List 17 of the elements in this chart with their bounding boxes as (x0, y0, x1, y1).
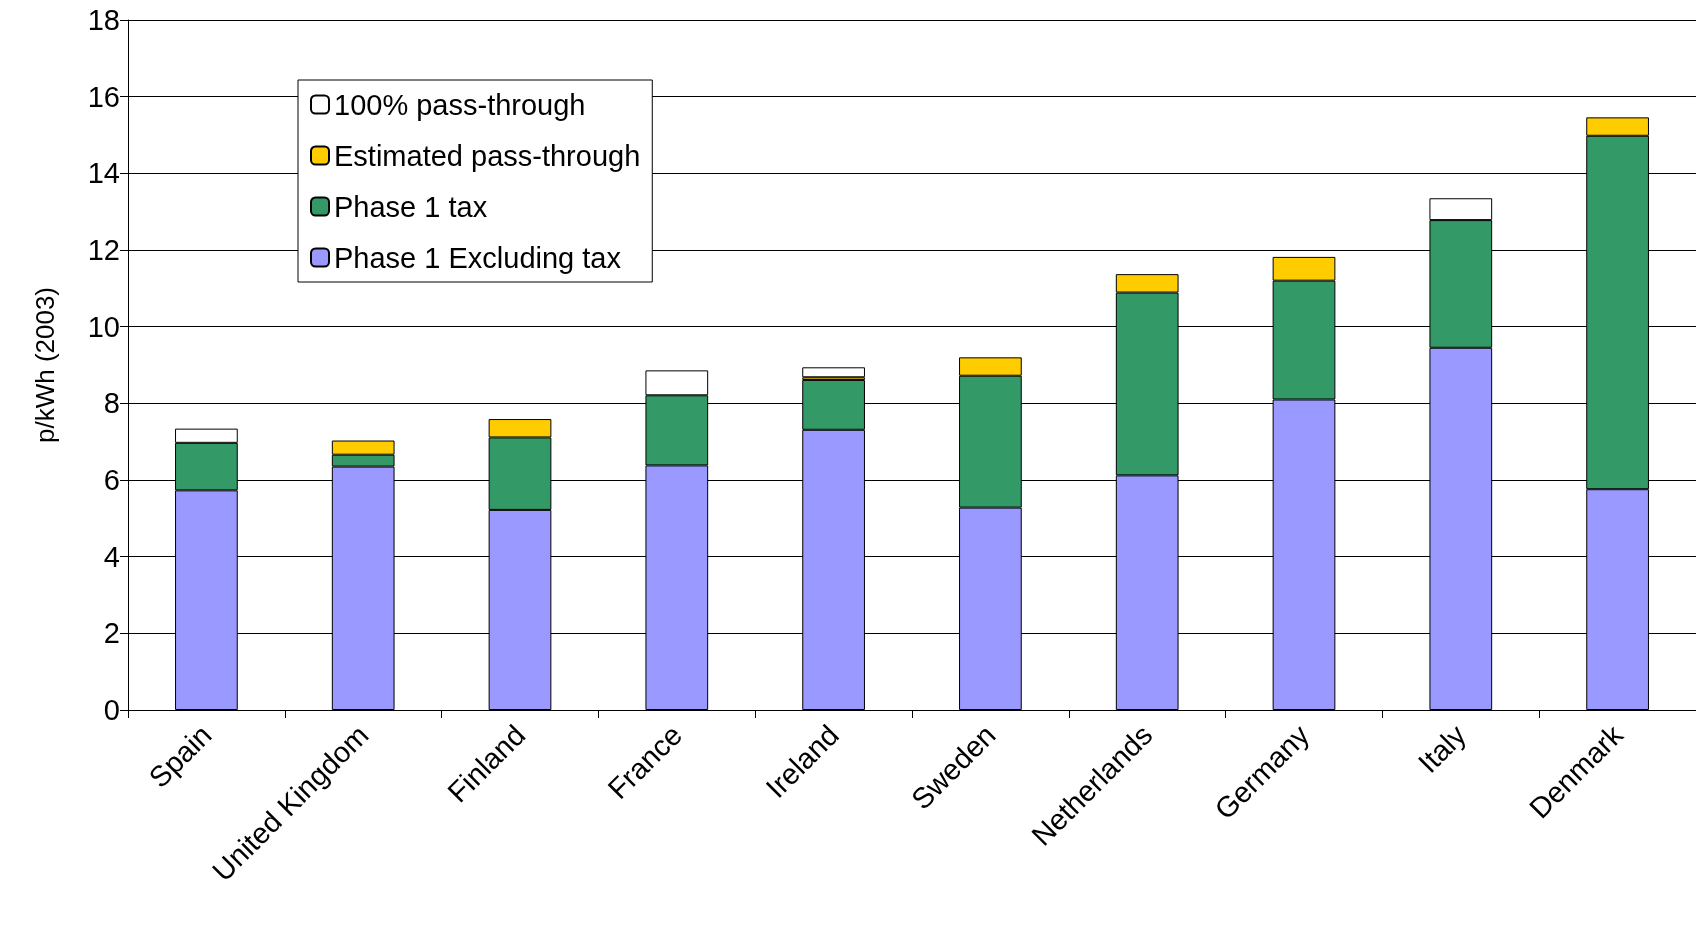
y-tick-label: 12 (87, 234, 120, 266)
legend-label: Estimated pass-through (334, 139, 641, 172)
legend-label: Phase 1 tax (334, 190, 488, 223)
legend-label: 100% pass-through (334, 88, 586, 121)
y-tick-label: 18 (87, 4, 120, 36)
bar (802, 367, 865, 378)
y-tick-label: 2 (103, 617, 120, 650)
y-tick-label: 8 (103, 387, 120, 420)
legend-label: Phase 1 Excluding tax (334, 241, 622, 274)
y-tick-label: 0 (103, 694, 120, 726)
y-tick-label: 16 (87, 80, 120, 113)
y-tick-label: 14 (87, 157, 120, 190)
y-tick-label: 10 (87, 310, 120, 343)
y-tick-label: 6 (103, 464, 120, 496)
y-tick-label: 4 (103, 540, 120, 573)
x-tick-label: Italy (1411, 718, 1473, 779)
y-axis-title: p/kWh (2003) (30, 286, 60, 444)
